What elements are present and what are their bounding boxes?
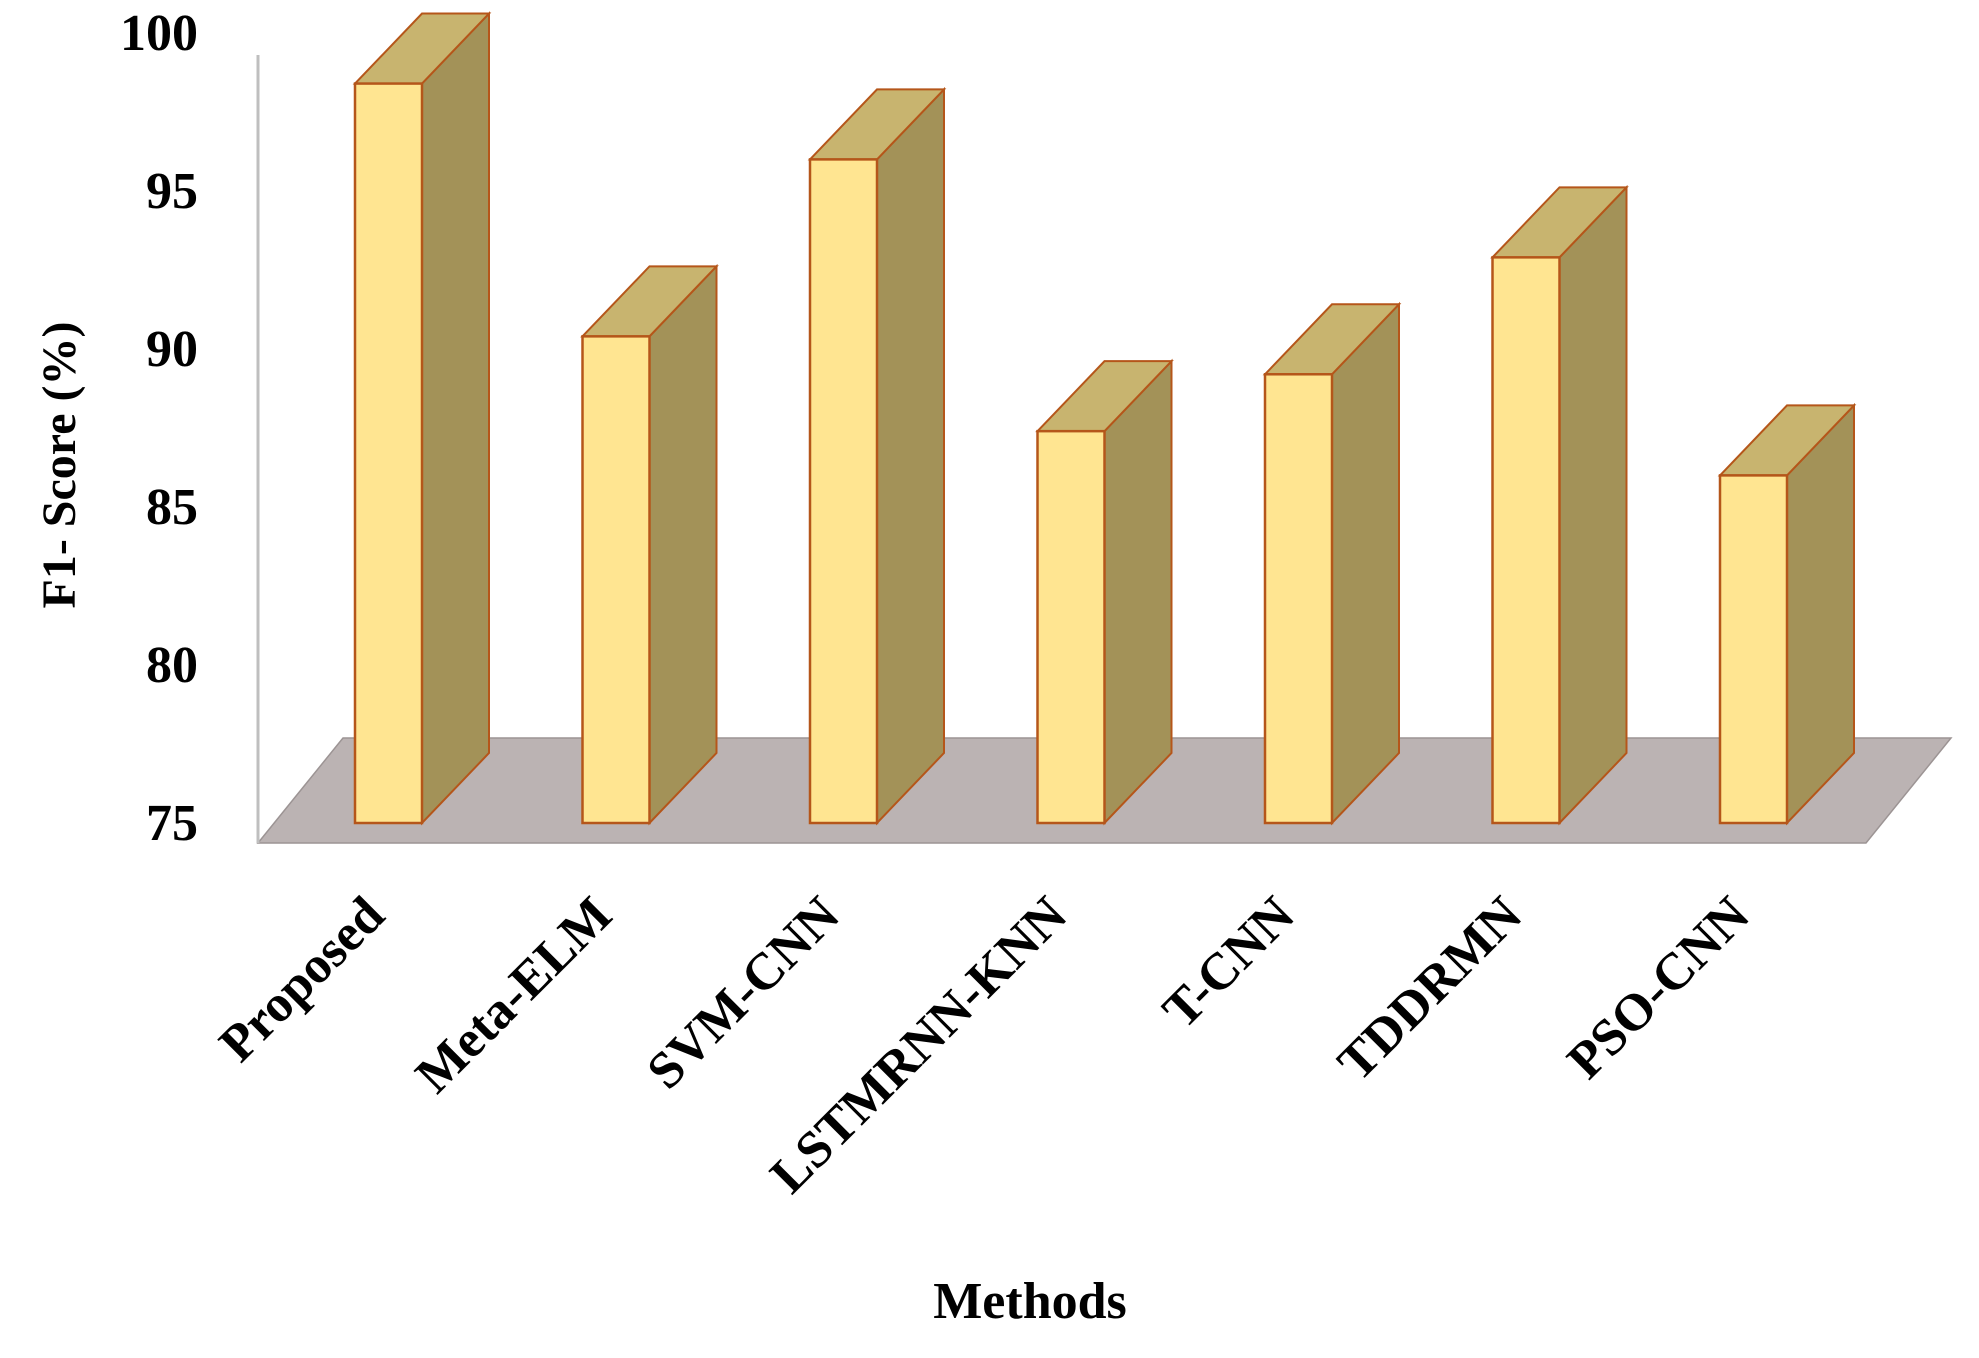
bar-front [1036,429,1106,825]
bar-front [353,82,424,825]
y-tick-label: 75 [146,795,198,852]
y-tick-label: 95 [146,163,198,220]
x-tick-label: TDDRMN [1327,886,1533,1092]
bar-front [581,335,651,825]
y-tick-label: 100 [120,5,198,62]
y-axis-label: F1- Score (%) [33,321,86,608]
x-axis-label: Methods [933,1273,1127,1330]
y-tick-label: 80 [146,637,198,694]
bar [1490,184,1629,826]
bar [580,263,719,826]
bars [352,11,1857,826]
bar-side [1103,358,1173,826]
bar-side [648,263,718,826]
bar [1717,402,1857,826]
bar [807,86,947,826]
x-tick-label: SVM-CNN [637,886,851,1100]
bar-side [421,11,490,826]
bar-front [1263,373,1334,825]
y-tick-label: 90 [146,321,198,378]
x-tick-label: Meta-ELM [405,886,623,1104]
bar-front [1718,474,1789,825]
x-tick-label: Proposed [209,886,396,1073]
bar [1035,358,1174,826]
x-tick-label: PSO-CNN [1557,886,1761,1090]
bar-side [1786,402,1855,826]
y-tick-label: 85 [146,479,198,536]
x-tick-label: T-CNN [1152,886,1305,1039]
bar-front [1491,256,1561,825]
bar-side [1558,184,1628,826]
y-tick-labels: 75 80 85 90 95 100 [120,5,198,852]
bar [352,11,492,826]
bar-side [876,86,945,826]
bar-side [1331,301,1400,826]
bar [1262,301,1402,826]
bar-front [808,158,879,825]
